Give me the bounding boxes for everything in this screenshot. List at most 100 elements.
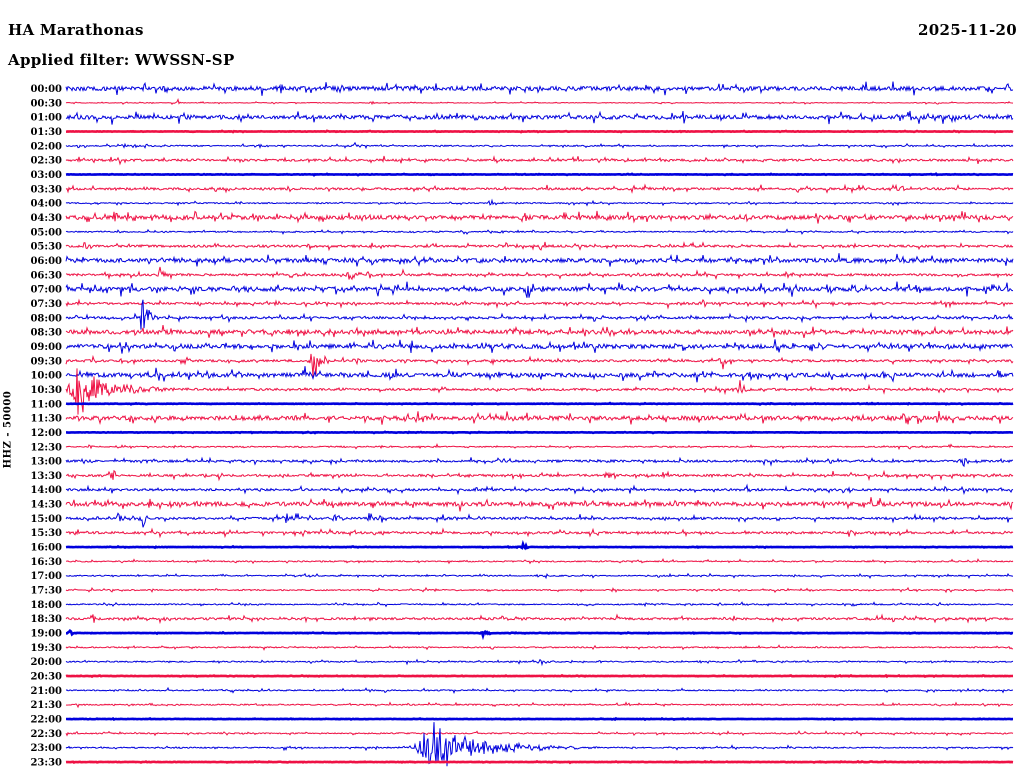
trace-row-0230 [65, 155, 1014, 166]
time-label: 08:30 [30, 328, 62, 339]
time-label: 13:30 [30, 471, 62, 482]
time-label: 15:00 [30, 514, 62, 525]
trace-row-0400 [65, 198, 1014, 207]
trace-row-1300 [65, 456, 1014, 468]
trace-row-0030 [65, 98, 1014, 106]
trace-row-1930 [65, 644, 1014, 651]
trace-row-2130 [65, 701, 1014, 709]
trace-row-2100 [65, 686, 1014, 695]
trace-row-0930 [65, 353, 1014, 377]
time-label: 16:30 [30, 557, 62, 568]
time-label: 04:00 [30, 199, 62, 210]
trace-row-1900 [65, 629, 1014, 641]
time-label: 16:00 [30, 543, 62, 554]
trace-row-1700 [65, 572, 1014, 580]
time-label: 07:00 [30, 285, 62, 296]
time-label: 18:30 [30, 614, 62, 625]
trace-row-0130 [65, 129, 1014, 134]
trace-row-1800 [65, 601, 1014, 608]
trace-row-1230 [65, 443, 1014, 451]
time-label: 18:00 [30, 600, 62, 611]
trace-row-1130 [65, 410, 1014, 425]
time-label: 19:30 [30, 643, 62, 654]
trace-row-1100 [65, 401, 1014, 406]
time-label: 19:00 [30, 629, 62, 640]
trace-row-0600 [65, 253, 1014, 267]
time-label: 17:00 [30, 571, 62, 582]
time-label: 21:00 [30, 686, 62, 697]
time-label: 06:00 [30, 256, 62, 267]
time-label: 14:30 [30, 500, 62, 511]
trace-row-0730 [65, 298, 1014, 310]
trace-row-0500 [65, 228, 1014, 235]
trace-row-1330 [65, 469, 1014, 482]
trace-row-0300 [65, 172, 1014, 177]
time-label: 22:30 [30, 729, 62, 740]
trace-row-2300 [65, 722, 1014, 767]
time-label: 00:30 [30, 98, 62, 109]
time-label: 13:00 [30, 457, 62, 468]
trace-row-0630 [65, 266, 1014, 281]
time-label: 01:00 [30, 113, 62, 124]
trace-row-1730 [65, 586, 1014, 594]
time-label: 12:00 [30, 428, 62, 439]
trace-row-1200 [66, 430, 1013, 435]
time-label: 21:30 [30, 700, 62, 711]
time-label: 20:00 [30, 657, 62, 668]
time-label: 06:30 [30, 270, 62, 281]
time-label: 10:00 [30, 371, 62, 382]
trace-row-1030 [65, 368, 1014, 415]
trace-row-1530 [65, 527, 1014, 539]
trace-row-0700 [65, 281, 1014, 298]
time-label: 05:30 [30, 242, 62, 253]
time-label: 07:30 [30, 299, 62, 310]
time-label: 02:30 [30, 156, 62, 167]
trace-row-1430 [65, 497, 1014, 512]
time-label: 10:30 [30, 385, 62, 396]
time-label: 23:30 [30, 758, 62, 769]
time-label: 17:30 [30, 586, 62, 597]
time-label: 09:30 [30, 356, 62, 367]
time-label: 00:00 [30, 84, 62, 95]
trace-row-0830 [65, 324, 1014, 338]
trace-row-0200 [65, 141, 1014, 150]
time-label: 20:30 [30, 672, 62, 683]
time-label: 11:00 [30, 399, 62, 410]
time-label: 15:30 [30, 528, 62, 539]
trace-row-0800 [65, 299, 1014, 330]
trace-row-2030 [65, 673, 1014, 679]
trace-row-1600 [65, 539, 1014, 551]
trace-row-2330 [65, 759, 1014, 765]
trace-row-0430 [65, 210, 1014, 224]
trace-row-0000 [65, 81, 1014, 96]
time-label: 03:30 [30, 184, 62, 195]
time-label: 04:30 [30, 213, 62, 224]
trace-row-1400 [65, 483, 1014, 496]
trace-row-1830 [65, 613, 1014, 625]
trace-row-0530 [65, 241, 1014, 252]
time-label: 12:30 [30, 442, 62, 453]
trace-row-1500 [65, 512, 1014, 528]
time-label: 08:00 [30, 313, 62, 324]
time-label: 03:00 [30, 170, 62, 181]
date-label: 2025-11-20 [918, 21, 1017, 39]
trace-row-0900 [65, 339, 1014, 354]
time-label: 09:00 [30, 342, 62, 353]
trace-row-2230 [65, 730, 1014, 737]
station-title: HA Marathonas [8, 21, 144, 39]
trace-row-0100 [65, 110, 1014, 125]
time-label: 11:30 [30, 414, 62, 425]
time-label: 14:00 [30, 485, 62, 496]
trace-row-2000 [65, 658, 1014, 667]
filter-label: Applied filter: WWSSN-SP [8, 51, 235, 69]
time-label: 23:00 [30, 743, 62, 754]
time-label: 22:00 [30, 715, 62, 726]
time-label: 01:30 [30, 127, 62, 138]
time-label: 05:00 [30, 227, 62, 238]
trace-row-0330 [65, 183, 1014, 194]
trace-row-2200 [66, 716, 1014, 722]
time-label: 02:00 [30, 141, 62, 152]
trace-row-1630 [65, 558, 1014, 565]
